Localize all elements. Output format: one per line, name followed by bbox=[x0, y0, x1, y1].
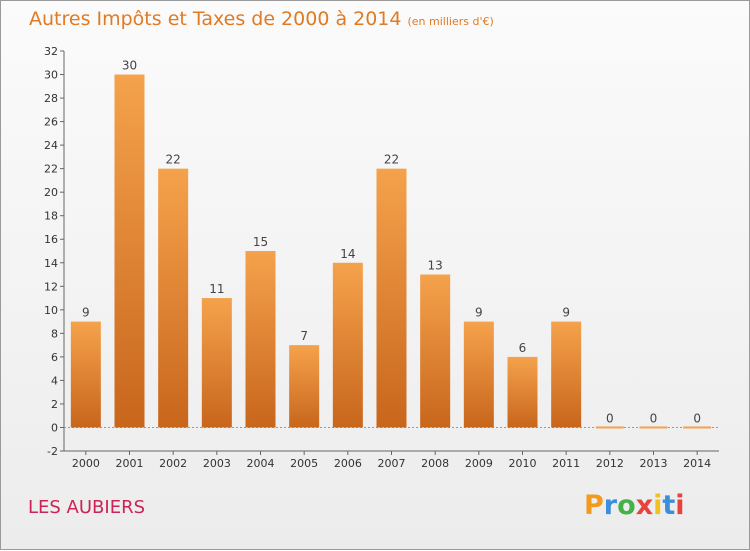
bar-value-label: 9 bbox=[562, 306, 570, 320]
y-tick-label: 16 bbox=[44, 233, 58, 246]
bar-value-label: 13 bbox=[428, 259, 443, 273]
x-tick-label: 2006 bbox=[334, 457, 362, 470]
bar-value-label: 0 bbox=[693, 411, 701, 425]
bar bbox=[289, 345, 320, 428]
y-tick-label: 22 bbox=[44, 163, 58, 176]
y-tick-label: 26 bbox=[44, 116, 58, 129]
bar-value-label: 22 bbox=[384, 153, 399, 167]
bars: 9 30 22 11 15 7 14 22 13 9 6 9 0 0 0 bbox=[70, 59, 712, 429]
y-tick-label: 18 bbox=[44, 210, 58, 223]
logo-letter: x bbox=[635, 490, 654, 521]
x-tick-label: 2003 bbox=[203, 457, 231, 470]
x-tick-label: 2000 bbox=[72, 457, 100, 470]
bar-value-label: 7 bbox=[300, 329, 308, 343]
bar bbox=[595, 426, 624, 429]
y-tick-label: 14 bbox=[44, 257, 58, 270]
bar-value-label: 22 bbox=[166, 153, 181, 167]
x-tick-label: 2002 bbox=[159, 457, 187, 470]
bar-value-label: 15 bbox=[253, 235, 268, 249]
y-tick-label: 4 bbox=[51, 374, 58, 387]
bar-value-label: 30 bbox=[122, 59, 137, 73]
y-tick-label: 6 bbox=[51, 351, 58, 364]
chart-title: Autres Impôts et Taxes de 2000 à 2014 (en… bbox=[29, 8, 494, 30]
x-tick-label: 2008 bbox=[421, 457, 449, 470]
y-tick-label: 30 bbox=[44, 69, 58, 82]
x-tick-label: 2001 bbox=[116, 457, 144, 470]
bar-value-label: 11 bbox=[209, 282, 224, 296]
commune-name: LES AUBIERS bbox=[28, 497, 145, 518]
logo-letter: i bbox=[653, 490, 663, 521]
y-tick-label: -2 bbox=[47, 445, 58, 458]
y-tick-label: 0 bbox=[51, 421, 58, 434]
y-tick-label: 10 bbox=[44, 304, 58, 317]
bar bbox=[420, 274, 451, 428]
bar bbox=[245, 251, 276, 428]
proxiti-logo: Proxiti bbox=[584, 490, 685, 521]
y-tick-label: 2 bbox=[51, 398, 58, 411]
x-tick-label: 2013 bbox=[640, 457, 668, 470]
y-tick-label: 28 bbox=[44, 92, 58, 105]
x-tick-label: 2010 bbox=[509, 457, 537, 470]
bar-value-label: 6 bbox=[519, 341, 527, 355]
bar-value-label: 0 bbox=[650, 411, 658, 425]
bar bbox=[683, 426, 712, 429]
bar bbox=[332, 262, 363, 428]
x-tick-label: 2014 bbox=[683, 457, 711, 470]
bar-value-label: 0 bbox=[606, 411, 614, 425]
logo-letter: P bbox=[584, 490, 604, 521]
bar bbox=[639, 426, 668, 429]
bar-value-label: 14 bbox=[340, 247, 355, 261]
y-tick-label: 24 bbox=[44, 139, 58, 152]
bar bbox=[70, 321, 101, 428]
logo-letter: i bbox=[675, 490, 685, 521]
bar-value-label: 9 bbox=[475, 306, 483, 320]
bar bbox=[114, 74, 145, 428]
x-tick-label: 2005 bbox=[290, 457, 318, 470]
x-tick-label: 2004 bbox=[247, 457, 275, 470]
chart-title-text: Autres Impôts et Taxes de 2000 à 2014 bbox=[29, 8, 402, 30]
logo-letter: t bbox=[662, 490, 676, 521]
y-tick-label: 12 bbox=[44, 280, 58, 293]
x-tick-label: 2011 bbox=[552, 457, 580, 470]
y-tick-label: 32 bbox=[44, 45, 58, 58]
x-tick-label: 2012 bbox=[596, 457, 624, 470]
x-tick-label: 2009 bbox=[465, 457, 493, 470]
y-tick-label: 20 bbox=[44, 186, 58, 199]
bar bbox=[376, 168, 407, 428]
bar bbox=[158, 168, 189, 428]
bar bbox=[551, 321, 582, 428]
bar-value-label: 9 bbox=[82, 306, 90, 320]
bar bbox=[463, 321, 494, 428]
y-tick-label: 8 bbox=[51, 327, 58, 340]
logo-letter: o bbox=[617, 490, 636, 521]
x-axis: 2000 2001 2002 2003 2004 2005 2006 2007 2008 2009… bbox=[64, 426, 719, 470]
x-tick-label: 2007 bbox=[378, 457, 406, 470]
logo-letter: r bbox=[603, 490, 618, 521]
chart-unit: (en milliers d'€) bbox=[407, 15, 494, 28]
bar bbox=[201, 298, 232, 428]
bar bbox=[507, 356, 538, 428]
